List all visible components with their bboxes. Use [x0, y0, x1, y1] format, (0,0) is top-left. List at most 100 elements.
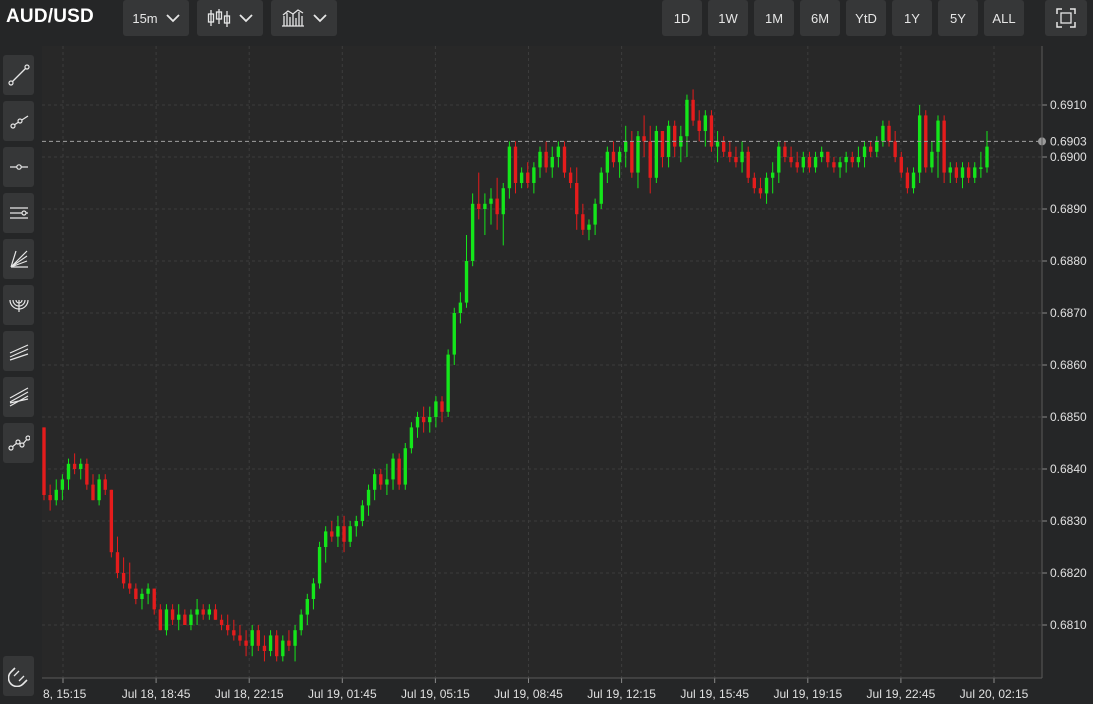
candle-down[interactable]	[72, 453, 77, 475]
range-ytd-button[interactable]: YtD	[846, 0, 886, 36]
range-all-button[interactable]: ALL	[984, 0, 1024, 36]
candle-up[interactable]	[930, 141, 934, 173]
candle-up[interactable]	[66, 458, 71, 490]
parallel-channel-tool[interactable]	[3, 193, 34, 233]
candle-down[interactable]	[226, 614, 230, 636]
candle-down[interactable]	[244, 630, 248, 657]
candle-up[interactable]	[703, 110, 708, 147]
candle-down[interactable]	[342, 515, 346, 553]
candle-up[interactable]	[917, 105, 922, 183]
candle-down[interactable]	[379, 469, 383, 490]
candle-down[interactable]	[734, 146, 738, 168]
price-chart[interactable]: 0.6903 0.6910 0.6900 0.6890 0.6880 0.6870 0.6…	[42, 46, 1087, 701]
candle-up[interactable]	[856, 146, 861, 168]
candle-up[interactable]	[354, 515, 358, 537]
candle-up[interactable]	[311, 578, 316, 610]
candle-up[interactable]	[434, 396, 438, 428]
candle-up[interactable]	[550, 146, 554, 178]
candle-up[interactable]	[936, 115, 940, 178]
candle-down[interactable]	[275, 630, 279, 662]
candle-down[interactable]	[495, 177, 499, 230]
candle-up[interactable]	[305, 593, 309, 625]
candle-down[interactable]	[758, 177, 763, 199]
candle-up[interactable]	[464, 235, 469, 308]
candle-up[interactable]	[624, 125, 628, 168]
candle-up[interactable]	[844, 151, 848, 173]
candlestick-chart[interactable]: 0.6903 0.6910 0.6900 0.6890 0.6880 0.6870 0.6…	[42, 46, 1093, 704]
candle-up[interactable]	[881, 120, 885, 147]
chart-type-dropdown[interactable]	[197, 0, 263, 36]
candle-down[interactable]	[905, 167, 910, 194]
candle-up[interactable]	[164, 604, 169, 636]
range-1d-button[interactable]: 1D	[662, 0, 702, 36]
candle-up[interactable]	[593, 198, 597, 235]
candle-up[interactable]	[293, 625, 297, 662]
candle-up[interactable]	[79, 458, 83, 480]
candle-up[interactable]	[501, 183, 505, 246]
candle-down[interactable]	[513, 141, 518, 194]
candle-down[interactable]	[287, 630, 291, 651]
candle-up[interactable]	[960, 162, 965, 189]
candle-up[interactable]	[458, 292, 463, 324]
candle-up[interactable]	[617, 146, 622, 178]
candle-up[interactable]	[685, 94, 689, 157]
arc-tool[interactable]	[3, 285, 34, 325]
symbol-label[interactable]: AUD/USD	[6, 6, 94, 27]
horizontal-line-tool[interactable]	[3, 147, 34, 187]
candle-down[interactable]	[152, 588, 156, 615]
candle-down[interactable]	[575, 167, 579, 230]
candle-up[interactable]	[281, 635, 285, 662]
candle-down[interactable]	[660, 131, 665, 168]
candle-down[interactable]	[893, 131, 897, 163]
candle-up[interactable]	[973, 162, 977, 183]
candle-up[interactable]	[470, 193, 475, 267]
candle-down[interactable]	[709, 110, 714, 152]
candle-down[interactable]	[746, 146, 750, 183]
candle-down[interactable]	[238, 625, 242, 646]
range-5y-button[interactable]: 5Y	[938, 0, 978, 36]
candle-down[interactable]	[330, 521, 334, 542]
candle-up[interactable]	[862, 141, 867, 168]
candle-down[interactable]	[91, 474, 95, 501]
candle-up[interactable]	[336, 515, 340, 547]
candle-down[interactable]	[783, 141, 787, 163]
candle-down[interactable]	[899, 151, 903, 178]
candle-up[interactable]	[948, 162, 952, 183]
candle-up[interactable]	[875, 136, 879, 157]
candle-down[interactable]	[673, 120, 677, 157]
candle-down[interactable]	[121, 557, 126, 589]
candle-down[interactable]	[966, 162, 971, 183]
candle-up[interactable]	[385, 463, 389, 495]
candle-up[interactable]	[519, 167, 524, 189]
candle-down[interactable]	[795, 151, 799, 173]
candle-up[interactable]	[372, 469, 377, 501]
candle-down[interactable]	[158, 604, 163, 631]
candle-up[interactable]	[146, 583, 150, 605]
candle-up[interactable]	[838, 157, 842, 178]
candle-up[interactable]	[813, 151, 818, 173]
range-1y-button[interactable]: 1Y	[892, 0, 932, 36]
candle-up[interactable]	[195, 599, 199, 625]
candle-up[interactable]	[391, 453, 395, 490]
candle-down[interactable]	[722, 136, 726, 157]
candle-up[interactable]	[415, 411, 420, 438]
candle-down[interactable]	[440, 396, 444, 423]
candle-up[interactable]	[911, 167, 916, 194]
candle-up[interactable]	[715, 131, 720, 163]
candle-up[interactable]	[207, 604, 212, 620]
candle-down[interactable]	[219, 614, 224, 631]
candle-down[interactable]	[134, 583, 138, 605]
candle-up[interactable]	[299, 609, 303, 636]
candle-up[interactable]	[985, 131, 989, 173]
candle-down[interactable]	[256, 625, 261, 651]
candle-down[interactable]	[568, 167, 573, 189]
candle-up[interactable]	[538, 146, 542, 178]
path-tool[interactable]	[3, 423, 34, 463]
candle-up[interactable]	[452, 307, 456, 365]
candle-down[interactable]	[691, 89, 695, 126]
candle-down[interactable]	[85, 458, 89, 490]
range-6m-button[interactable]: 6M	[800, 0, 840, 36]
candle-down[interactable]	[128, 562, 132, 594]
candle-up[interactable]	[403, 443, 407, 490]
candle-down[interactable]	[421, 406, 426, 433]
